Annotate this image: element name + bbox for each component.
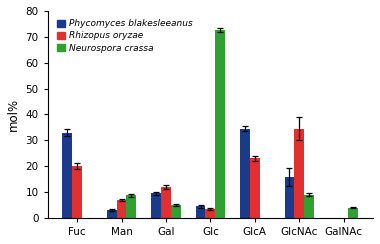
Bar — [215, 30, 225, 218]
Bar — [72, 166, 82, 218]
Bar — [206, 209, 215, 218]
Bar — [107, 210, 117, 218]
Bar — [161, 187, 171, 218]
Bar — [250, 159, 260, 218]
Bar — [127, 195, 136, 218]
Bar — [240, 129, 250, 218]
Bar — [171, 204, 180, 218]
Bar — [285, 177, 294, 218]
Y-axis label: mol%: mol% — [7, 98, 20, 131]
Bar — [294, 129, 304, 218]
Legend: Phycomyces blakesleeanus, Rhizopus oryzae, Neurospora crassa: Phycomyces blakesleeanus, Rhizopus oryza… — [55, 18, 195, 54]
Bar — [151, 193, 161, 218]
Bar — [304, 195, 314, 218]
Bar — [117, 200, 127, 218]
Bar — [196, 206, 206, 218]
Bar — [348, 208, 358, 218]
Bar — [62, 132, 72, 218]
